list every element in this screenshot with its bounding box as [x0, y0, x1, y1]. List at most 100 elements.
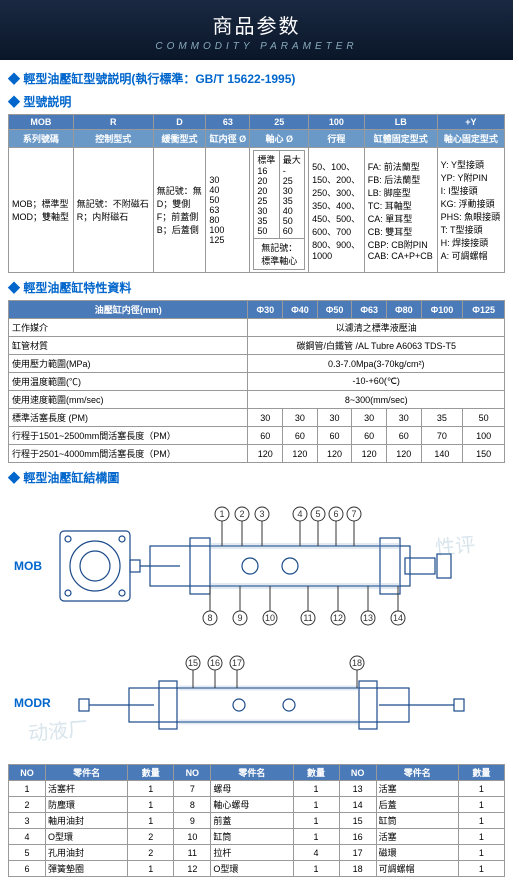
parts-cell: 9 [174, 813, 211, 829]
char-cell: 120 [248, 445, 283, 463]
parts-header: 數量 [293, 765, 339, 781]
char-col: Ф30 [248, 301, 283, 319]
parts-cell: 缸筒 [211, 829, 293, 845]
parts-cell: 14 [339, 797, 376, 813]
char-row-label: 使用速度範圍(mm/sec) [9, 391, 248, 409]
parts-header: NO [339, 765, 376, 781]
parts-cell: 1 [458, 845, 504, 861]
parts-header: NO [174, 765, 211, 781]
parts-cell: 15 [339, 813, 376, 829]
parts-cell: 4 [293, 845, 339, 861]
parts-cell: 12 [174, 861, 211, 877]
model-col: MOB [9, 115, 74, 130]
char-cell: 140 [421, 445, 463, 463]
svg-text:16: 16 [210, 658, 220, 668]
svg-text:12: 12 [333, 613, 343, 623]
model-col: 63 [206, 115, 250, 130]
header: 商品参数 COMMODITY PARAMETER [0, 0, 513, 60]
svg-text:4: 4 [297, 509, 302, 519]
parts-cell: 5 [9, 845, 46, 861]
parts-cell: 活塞 [376, 781, 458, 797]
parts-cell: 前蓋 [211, 813, 293, 829]
svg-text:11: 11 [303, 613, 312, 623]
parts-cell: 1 [293, 797, 339, 813]
parts-cell: 拉杆 [211, 845, 293, 861]
parts-cell: 6 [9, 861, 46, 877]
svg-text:1: 1 [219, 509, 224, 519]
parts-header: 零件名 [211, 765, 293, 781]
parts-cell: 8 [174, 797, 211, 813]
diagram-label-modr: MODR [14, 696, 51, 710]
section2-title: ◆ 型號説明 [8, 93, 505, 110]
parts-cell: 軸用油封 [46, 813, 128, 829]
char-span-cell: 以濾清之標準液壓油 [248, 319, 505, 337]
parts-cell: 2 [128, 829, 174, 845]
char-row-label: 使用温度範圍(℃) [9, 373, 248, 391]
model-cell: FA: 前法蘭型 FB: 后法蘭型 LB: 脚座型 TC: 耳軸型 CA: 單耳… [364, 148, 437, 273]
model-cell: 無記號：無 D；雙側 F；前蓋側 B；后蓋側 [153, 148, 206, 273]
parts-cell: 1 [458, 813, 504, 829]
parts-cell: 活塞杆 [46, 781, 128, 797]
svg-text:5: 5 [315, 509, 320, 519]
model-col: +Y [437, 115, 504, 130]
model-subcol: 缸内徑 Ø [206, 130, 250, 148]
characteristics-table: 油壓缸内徑(mm)Ф30Ф40Ф50Ф63Ф80Ф100Ф125工作媒介以濾清之… [8, 300, 505, 463]
svg-text:17: 17 [232, 658, 242, 668]
parts-cell: 13 [339, 781, 376, 797]
parts-cell: 彈簧墊圈 [46, 861, 128, 877]
parts-cell: 2 [9, 797, 46, 813]
model-cell: 30 40 50 63 80 100 125 [206, 148, 250, 273]
char-col: Ф100 [421, 301, 463, 319]
header-title-en: COMMODITY PARAMETER [0, 41, 513, 52]
char-cell: 30 [386, 409, 421, 427]
diagram-modr: 动液厂 MODR 15 16 17 [8, 642, 505, 764]
parts-cell: 1 [458, 797, 504, 813]
parts-cell: 磁環 [376, 845, 458, 861]
parts-header: 數量 [128, 765, 174, 781]
model-subcol: 緩衝型式 [153, 130, 206, 148]
char-cell: 30 [283, 409, 318, 427]
parts-cell: O型環 [211, 861, 293, 877]
char-row-label: 行程于2501~4000mm間活塞長度（PM） [9, 445, 248, 463]
svg-text:10: 10 [265, 613, 275, 623]
parts-header: 零件名 [46, 765, 128, 781]
svg-text:15: 15 [188, 658, 198, 668]
parts-cell: 1 [293, 861, 339, 877]
char-cell: 35 [421, 409, 463, 427]
char-row-label: 缸管材質 [9, 337, 248, 355]
char-cell: 120 [317, 445, 352, 463]
char-span-cell: 0.3-7.0Mpa(3-70kg/cm²) [248, 355, 505, 373]
parts-header: 零件名 [376, 765, 458, 781]
parts-cell: 1 [293, 829, 339, 845]
char-row-label: 使用壓力範圍(MPa) [9, 355, 248, 373]
char-cell: 60 [386, 427, 421, 445]
svg-text:6: 6 [333, 509, 338, 519]
char-cell: 60 [352, 427, 387, 445]
model-col: LB [364, 115, 437, 130]
section3-title: ◆ 輕型油壓缸特性資料 [8, 279, 505, 296]
char-cell: 30 [248, 409, 283, 427]
char-row-label: 工作媒介 [9, 319, 248, 337]
char-cell: 30 [317, 409, 352, 427]
parts-cell: 16 [339, 829, 376, 845]
svg-text:18: 18 [352, 658, 362, 668]
parts-cell: 2 [128, 845, 174, 861]
diagram-mob: 性评 MOB [8, 490, 505, 642]
parts-cell: 3 [9, 813, 46, 829]
model-cell: Y: Y型接頭 YP: Y附PIN I: I型接頭 KG: 浮動接頭 PHS: … [437, 148, 504, 273]
model-subcol: 缸體固定型式 [364, 130, 437, 148]
svg-text:9: 9 [237, 613, 242, 623]
parts-cell: 防塵環 [46, 797, 128, 813]
parts-cell: 可調螺帽 [376, 861, 458, 877]
parts-cell: 缸筒 [376, 813, 458, 829]
char-col: Ф50 [317, 301, 352, 319]
parts-cell: 1 [458, 829, 504, 845]
parts-cell: 1 [128, 781, 174, 797]
svg-text:2: 2 [239, 509, 244, 519]
char-cell: 30 [352, 409, 387, 427]
diagram-label-mob: MOB [14, 559, 42, 573]
parts-cell: 螺母 [211, 781, 293, 797]
model-table: MOBRD6325100LB+Y 系列號碼控制型式緩衝型式缸内徑 Ø軸心 Ø行程… [8, 114, 505, 273]
model-subcol: 控制型式 [73, 130, 153, 148]
parts-cell: 10 [174, 829, 211, 845]
